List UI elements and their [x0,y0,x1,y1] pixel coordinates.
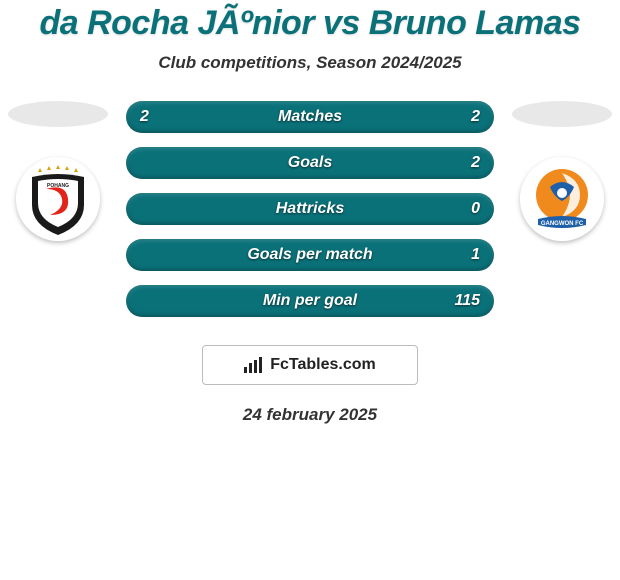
stat-row-min-per-goal: Min per goal 115 [126,285,494,317]
svg-text:POHANG: POHANG [47,183,69,189]
stat-right-value: 1 [471,246,480,264]
left-club-logo: POHANG [16,157,100,241]
comparison-panel: POHANG 2 Matches 2 Goals 2 Hattricks 0 [0,101,620,317]
gangwon-fc-logo-icon: GANGWON FC [520,157,604,241]
page-title: da Rocha JÃºnior vs Bruno Lamas [0,4,620,43]
stat-label: Goals per match [126,246,494,264]
right-player-ellipse [512,101,612,127]
stat-row-hattricks: Hattricks 0 [126,193,494,225]
branding-text: FcTables.com [270,356,376,374]
left-side: POHANG [8,101,108,241]
page-subtitle: Club competitions, Season 2024/2025 [0,53,620,73]
stat-row-goals: Goals 2 [126,147,494,179]
stat-row-matches: 2 Matches 2 [126,101,494,133]
stat-right-value: 0 [471,200,480,218]
stat-right-value: 2 [471,154,480,172]
stat-left-value: 2 [140,108,149,126]
stat-label: Hattricks [126,200,494,218]
right-club-logo: GANGWON FC [520,157,604,241]
stat-label: Min per goal [126,292,494,310]
stat-right-value: 2 [471,108,480,126]
branding-box: FcTables.com [202,345,418,385]
stat-label: Matches [126,108,494,126]
left-player-ellipse [8,101,108,127]
svg-text:GANGWON FC: GANGWON FC [541,221,584,227]
pohang-steelers-logo-icon: POHANG [16,157,100,241]
date-text: 24 february 2025 [0,405,620,425]
stat-right-value: 115 [454,292,480,310]
stat-row-goals-per-match: Goals per match 1 [126,239,494,271]
stat-label: Goals [126,154,494,172]
stat-rows: 2 Matches 2 Goals 2 Hattricks 0 Goals pe… [126,101,494,317]
right-side: GANGWON FC [512,101,612,241]
bar-chart-icon [244,357,264,373]
